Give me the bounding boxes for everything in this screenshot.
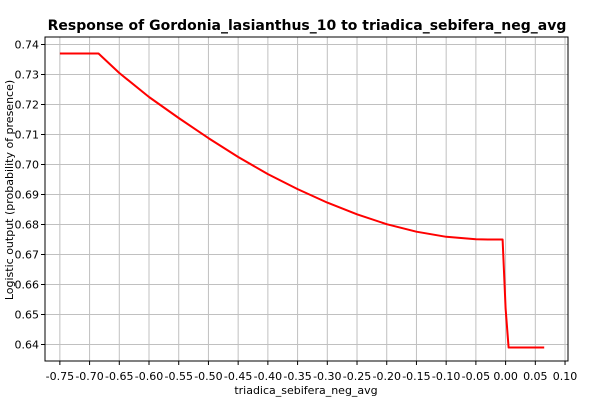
x-tick-label: -0.75 (46, 370, 74, 383)
y-axis-ticks: 0.64 0.65 0.66 0.67 0.68 0.69 0.70 0.71 0.72 0.73… (15, 39, 45, 352)
response-curve (59, 52, 545, 349)
y-tick-label: 0.74 (15, 39, 40, 52)
series-group (59, 52, 545, 349)
y-tick-label: 0.68 (15, 219, 40, 232)
chart-title: Response of Gordonia_lasianthus_10 to tr… (48, 18, 567, 34)
y-tick-label: 0.66 (15, 279, 40, 292)
plot-frame (44, 36, 569, 362)
x-axis-label: triadica_sebifera_neg_avg (234, 384, 377, 397)
x-tick-label: -0.35 (283, 370, 311, 383)
x-tick-label: -0.25 (343, 370, 371, 383)
x-tick-label: 0.10 (553, 370, 578, 383)
x-tick-label: -0.60 (135, 370, 163, 383)
y-tick-label: 0.71 (15, 129, 40, 142)
x-tick-label: -0.50 (194, 370, 222, 383)
x-tick-label: -0.40 (254, 370, 282, 383)
y-tick-label: 0.65 (15, 309, 40, 322)
x-tick-label: -0.20 (372, 370, 400, 383)
grid (45, 37, 568, 361)
x-tick-label: -0.15 (402, 370, 430, 383)
x-tick-label: -0.70 (75, 370, 103, 383)
y-tick-label: 0.70 (15, 159, 40, 172)
x-tick-label: -0.30 (313, 370, 341, 383)
y-tick-label: 0.69 (15, 189, 40, 202)
x-tick-label: 0.00 (493, 370, 518, 383)
x-tick-label: -0.55 (164, 370, 192, 383)
y-tick-label: 0.72 (15, 99, 40, 112)
y-tick-label: 0.67 (15, 249, 40, 262)
y-axis-label: Logistic output (probability of presence… (3, 80, 16, 300)
x-axis-ticks: -0.75 -0.70 -0.65 -0.60 -0.55 -0.50 -0.45 -0.40… (46, 361, 578, 383)
x-tick-label: -0.05 (462, 370, 490, 383)
x-tick-label: -0.10 (432, 370, 460, 383)
x-tick-label: -0.45 (224, 370, 252, 383)
x-tick-label: -0.65 (105, 370, 133, 383)
y-tick-label: 0.73 (15, 69, 40, 82)
y-tick-label: 0.64 (15, 339, 40, 352)
x-tick-label: 0.05 (523, 370, 548, 383)
